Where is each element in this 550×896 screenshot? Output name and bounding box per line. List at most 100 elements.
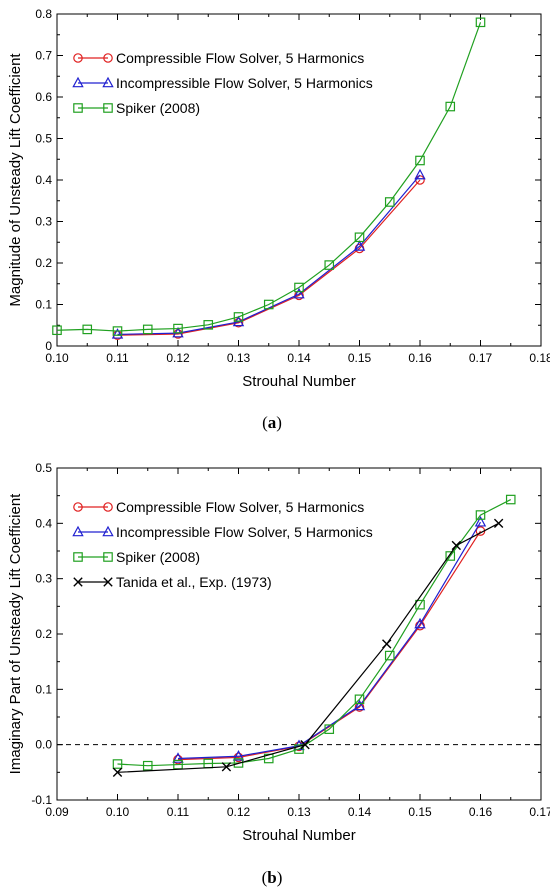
data-point: [382, 639, 392, 649]
data-point: [384, 650, 395, 661]
data-point: [293, 287, 305, 299]
legend-marker: [103, 502, 113, 512]
y-tick-label: 0.5: [35, 132, 52, 146]
x-tick-label: 0.13: [227, 351, 251, 365]
data-point: [505, 494, 516, 505]
legend-marker: [103, 552, 113, 562]
data-point: [233, 752, 244, 763]
y-tick-label: 0.7: [35, 49, 52, 63]
data-point: [415, 155, 425, 166]
series-0: [173, 526, 486, 765]
legend-label: Tanida et al., Exp. (1973): [116, 574, 272, 590]
x-axis-title: Strouhal Number: [242, 373, 355, 390]
data-point: [233, 758, 244, 768]
y-tick-label: 0.0: [35, 738, 52, 752]
series-line: [56, 22, 482, 332]
series-line: [117, 522, 499, 773]
x-tick-label: 0.16: [469, 805, 493, 819]
data-point: [353, 240, 366, 251]
data-point: [203, 320, 214, 330]
x-tick-label: 0.12: [227, 805, 251, 819]
chart-b: 0.09 0.10 0.11 0.12 0.13 0.14 0.15 0.16 0.17 -0.1…: [7, 461, 550, 887]
x-tick-label: 0.12: [166, 351, 190, 365]
legend-marker: [73, 53, 83, 63]
legend-label: Spiker (2008): [116, 100, 200, 116]
y-tick-label: 0.1: [35, 682, 52, 696]
series-line: [177, 521, 482, 760]
data-point: [232, 750, 245, 761]
x-tick-label: 0.18: [529, 351, 550, 365]
data-point: [52, 325, 62, 336]
data-point: [384, 197, 395, 207]
legend-marker: [73, 577, 83, 587]
data-point: [112, 767, 123, 778]
data-point: [353, 699, 366, 711]
data-point: [354, 694, 365, 705]
data-point: [324, 724, 335, 734]
data-point: [415, 599, 425, 610]
data-point: [324, 260, 335, 270]
data-point: [354, 232, 365, 243]
data-point: [493, 518, 504, 529]
data-point: [300, 739, 310, 750]
y-axis-title: Magnitude of Unsteady Lift Coefficient: [7, 53, 24, 307]
x-tick-label: 0.11: [106, 351, 129, 365]
x-tick-label: 0.13: [287, 805, 311, 819]
data-point: [173, 323, 183, 334]
data-point: [294, 282, 304, 293]
series-1: [111, 168, 426, 339]
chart-a: 0.10 0.11 0.12 0.13 0.14 0.15 0.16 0.17 0.18 0 0.1…: [7, 7, 550, 432]
series-0: [112, 175, 425, 341]
x-tick-label: 0.16: [408, 351, 432, 365]
legend-marker: [102, 525, 114, 537]
y-tick-label: 0.2: [35, 627, 52, 641]
legend-marker: [103, 53, 113, 63]
data-point: [354, 702, 365, 712]
y-tick-label: 0.3: [35, 215, 52, 229]
data-point: [263, 299, 274, 310]
series-line: [117, 179, 421, 336]
data-point: [221, 762, 232, 772]
data-point: [173, 329, 183, 339]
data-point: [475, 17, 486, 28]
data-point: [414, 168, 426, 180]
series-line: [117, 499, 512, 767]
data-point: [475, 510, 486, 520]
y-tick-label: 0.8: [35, 7, 52, 21]
data-point: [173, 754, 183, 765]
x-tick-label: 0.10: [106, 805, 130, 819]
y-tick-label: 0.2: [35, 256, 52, 270]
y-tick-label: 0.4: [35, 173, 52, 187]
x-tick-label: 0.15: [408, 805, 432, 819]
series-2: [52, 17, 486, 336]
x-axis-title: Strouhal Number: [242, 827, 355, 844]
legend-marker: [73, 552, 83, 562]
legend: Compressible Flow Solver, 5 Harmonics Inc…: [72, 499, 373, 590]
data-point: [172, 752, 184, 763]
x-tick-label: 0.14: [348, 805, 372, 819]
legend-label: Incompressible Flow Solver, 5 Harmonics: [116, 75, 373, 91]
legend-marker: [103, 103, 113, 113]
legend-marker: [103, 577, 113, 587]
series-2: [112, 494, 516, 771]
y-tick-label: 0: [45, 339, 52, 353]
legend-marker: [73, 502, 83, 512]
series-line: [177, 530, 482, 761]
y-tick-label: 0.3: [35, 572, 52, 586]
data-point: [142, 760, 153, 771]
data-point: [142, 324, 153, 335]
y-tick-label: -0.1: [31, 793, 52, 807]
y-tick-label: 0.1: [35, 298, 52, 312]
data-point: [445, 101, 456, 112]
data-point: [451, 540, 461, 551]
x-tick-label: 0.17: [529, 805, 550, 819]
data-point: [111, 328, 124, 339]
data-point: [82, 324, 93, 335]
x-tick-label: 0.17: [469, 351, 493, 365]
legend-label: Compressible Flow Solver, 5 Harmonics: [116, 50, 364, 66]
figure-caption: (b): [262, 868, 283, 887]
y-tick-label: 0.6: [35, 90, 52, 104]
x-tick-label: 0.11: [167, 805, 190, 819]
legend-marker: [72, 525, 84, 537]
